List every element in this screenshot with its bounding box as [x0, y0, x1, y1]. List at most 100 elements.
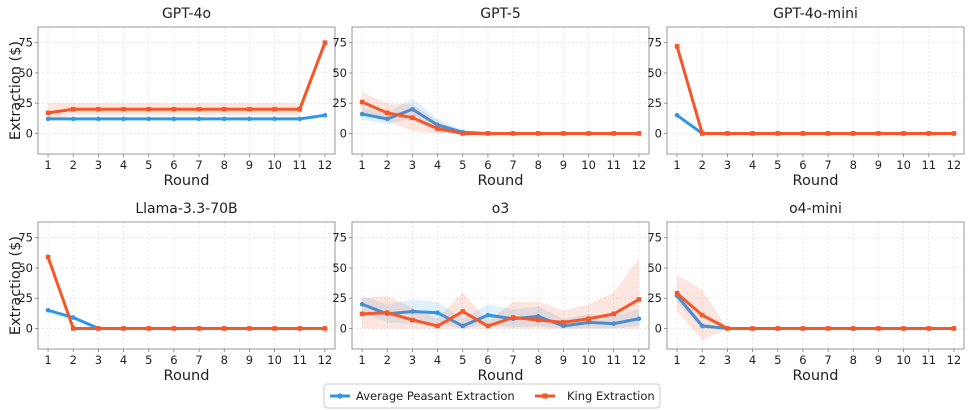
x-tick-label: 5 [145, 158, 152, 172]
x-tick-label: 8 [535, 353, 542, 367]
x-tick-label: 1 [673, 353, 680, 367]
x-axis-label: Round [478, 173, 524, 189]
king-point [825, 326, 831, 331]
x-tick-label: 2 [70, 158, 77, 172]
king-point [384, 110, 390, 116]
panel-3: 1 2 3 4 5 6 7 8 9 10 11 120255075Llama-3.3-70BRound… [8, 201, 336, 384]
peasant-point [121, 116, 126, 122]
king-point [196, 106, 202, 112]
x-tick-label: 3 [409, 353, 416, 367]
x-tick-label: 4 [749, 158, 756, 172]
x-tick-label: 11 [921, 353, 936, 367]
peasant-confidence-band [677, 288, 954, 329]
peasant-point [535, 314, 541, 319]
king-point [70, 326, 76, 331]
x-tick-label: 9 [560, 158, 567, 172]
x-tick-label: 4 [434, 158, 441, 172]
peasant-point [45, 307, 51, 313]
king-point [800, 131, 806, 136]
plot-background [352, 222, 649, 349]
plot-background [38, 222, 335, 349]
king-point [951, 131, 957, 136]
king-point [121, 106, 126, 112]
x-tick-label: 10 [896, 158, 911, 172]
king-point [384, 310, 390, 316]
king-point [322, 40, 328, 46]
x-axis-label: Round [478, 368, 524, 384]
king-point [775, 131, 781, 136]
x-tick-label: 6 [484, 158, 491, 172]
king-line [47, 42, 327, 115]
king-point [247, 326, 252, 331]
king-confidence-band [48, 37, 325, 122]
x-tick-label: 3 [95, 158, 102, 172]
x-tick-label: 7 [824, 353, 831, 367]
king-point [146, 326, 152, 331]
x-tick-label: 12 [318, 158, 333, 172]
king-point [611, 131, 617, 136]
peasant-point [636, 316, 642, 322]
king-point [586, 316, 591, 322]
peasant-point [435, 122, 440, 128]
king-point [725, 326, 730, 331]
king-point [435, 126, 440, 131]
peasant-point [561, 323, 566, 329]
x-tick-label: 7 [195, 158, 202, 172]
y-tick-label: 0 [26, 321, 33, 335]
x-tick-label: 10 [267, 353, 282, 367]
x-tick-label: 1 [358, 353, 365, 367]
king-point [535, 131, 541, 136]
king-point [146, 106, 152, 112]
y-tick-label: 25 [18, 291, 33, 305]
x-tick-label: 12 [947, 158, 962, 172]
king-point [636, 131, 642, 136]
legend-king-label: King Extraction [567, 389, 655, 403]
king-line [361, 298, 640, 328]
x-tick-label: 3 [724, 353, 731, 367]
x-tick-label: 4 [120, 158, 127, 172]
king-point [926, 326, 932, 331]
x-tick-label: 9 [246, 353, 253, 367]
peasant-point [297, 116, 303, 122]
x-tick-label: 11 [921, 158, 936, 172]
panel-title: GPT-4o-mini [773, 6, 858, 22]
peasant-point [435, 310, 440, 316]
king-point [196, 326, 202, 331]
x-tick-label: 2 [699, 158, 706, 172]
x-tick-label: 2 [70, 353, 77, 367]
y-tick-label: 50 [647, 261, 662, 275]
y-tick-label: 50 [647, 66, 662, 80]
y-tick-label: 75 [18, 36, 33, 50]
king-point [96, 326, 101, 331]
x-tick-label: 12 [632, 353, 647, 367]
plot-frame [351, 26, 650, 155]
king-point [485, 323, 491, 329]
king-point [535, 317, 541, 323]
king-point [901, 131, 906, 136]
panel-title: o3 [492, 201, 509, 217]
peasant-point [611, 321, 617, 326]
king-confidence-band [362, 92, 639, 134]
x-tick-label: 1 [358, 158, 365, 172]
peasant-point [410, 106, 415, 112]
x-tick-label: 7 [824, 158, 831, 172]
peasant-point [221, 116, 227, 122]
king-point [297, 326, 303, 331]
peasant-point [359, 301, 365, 307]
x-tick-label: 3 [95, 353, 102, 367]
king-point [750, 131, 755, 136]
x-tick-label: 12 [318, 353, 333, 367]
x-axis-label: Round [793, 173, 839, 189]
y-tick-label: 50 [18, 66, 33, 80]
king-point [951, 326, 957, 331]
king-confidence-band [677, 275, 954, 341]
y-tick-label: 0 [26, 126, 33, 140]
y-tick-label: 75 [332, 231, 347, 245]
king-point [800, 326, 806, 331]
king-point [586, 131, 591, 136]
king-point [725, 131, 730, 136]
series-layer [674, 43, 957, 136]
peasant-point [674, 112, 680, 118]
y-tick-label: 25 [647, 96, 662, 110]
